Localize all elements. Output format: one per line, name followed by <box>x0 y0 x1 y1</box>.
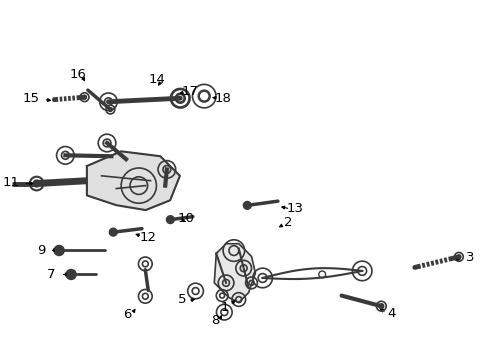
Polygon shape <box>87 151 180 210</box>
Text: 7: 7 <box>47 268 56 281</box>
Circle shape <box>378 304 383 309</box>
Circle shape <box>33 180 40 187</box>
Text: 2: 2 <box>283 216 291 229</box>
Circle shape <box>108 108 112 112</box>
Text: 1: 1 <box>220 301 228 314</box>
Text: 4: 4 <box>386 307 395 320</box>
Text: 3: 3 <box>465 251 473 264</box>
Circle shape <box>243 202 251 209</box>
Circle shape <box>166 216 174 224</box>
Text: 5: 5 <box>177 293 185 306</box>
Text: 15: 15 <box>23 93 40 105</box>
Text: 6: 6 <box>123 308 132 321</box>
Text: 16: 16 <box>70 68 86 81</box>
Text: 8: 8 <box>211 315 220 328</box>
Text: 9: 9 <box>37 244 46 257</box>
Circle shape <box>67 270 75 278</box>
Circle shape <box>109 228 117 236</box>
Circle shape <box>456 255 460 259</box>
Circle shape <box>82 95 86 99</box>
Text: 10: 10 <box>177 212 194 225</box>
Circle shape <box>55 247 63 255</box>
Polygon shape <box>214 244 255 302</box>
Text: 17: 17 <box>181 85 198 98</box>
Text: 13: 13 <box>286 202 303 215</box>
Text: 11: 11 <box>2 176 20 189</box>
Text: 18: 18 <box>214 92 231 105</box>
Text: 14: 14 <box>148 73 165 86</box>
Text: 12: 12 <box>139 231 156 244</box>
